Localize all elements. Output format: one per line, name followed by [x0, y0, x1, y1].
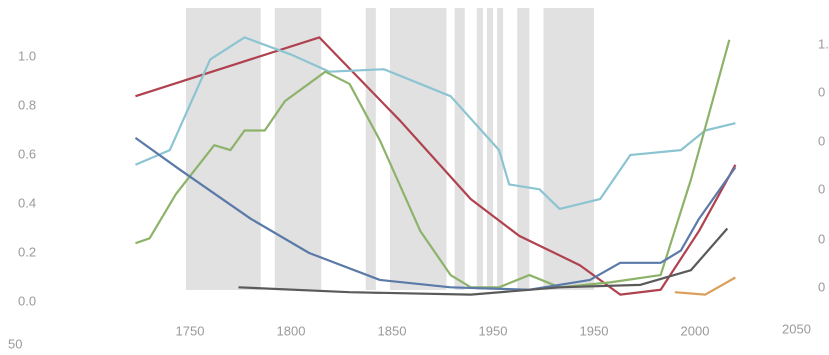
series-line: [135, 39, 731, 289]
x-tick-label: 1950: [580, 323, 609, 338]
cropped-label: 2050: [782, 321, 811, 336]
shaded-period: [274, 8, 322, 290]
x-tick-label: 2000: [681, 323, 710, 338]
x-tick-label: 1800: [277, 323, 306, 338]
cropped-label: 0: [818, 133, 825, 148]
x-tick-label: 1850: [378, 323, 407, 338]
shaded-period: [389, 8, 447, 290]
shaded-period: [497, 8, 504, 290]
y-tick-label: 0.4: [18, 195, 36, 210]
cropped-label: 1.: [818, 36, 829, 51]
shaded-period: [365, 8, 376, 290]
series-line: [135, 36, 736, 210]
y-tick-label: 0.6: [18, 146, 36, 161]
cropped-label: 50: [8, 336, 22, 351]
series-line: [135, 36, 737, 296]
y-tick-label: 0.2: [18, 244, 36, 259]
y-tick-label: 0.8: [18, 97, 36, 112]
shaded-period: [517, 8, 530, 290]
cropped-label: 0: [818, 84, 825, 99]
cropped-label: 0: [818, 231, 825, 246]
shaded-period: [543, 8, 594, 290]
y-tick-label: 1.0: [18, 48, 36, 63]
x-tick-label: 1950: [479, 323, 508, 338]
series-line: [238, 227, 729, 296]
cropped-label: 0: [818, 181, 825, 196]
y-tick-label: 0.0: [18, 293, 36, 308]
shaded-period: [476, 8, 483, 290]
series-line: [674, 276, 736, 296]
shaded-period: [486, 8, 493, 290]
shaded-period: [454, 8, 465, 290]
cropped-label: 0: [818, 279, 825, 294]
x-tick-label: 1750: [176, 323, 205, 338]
